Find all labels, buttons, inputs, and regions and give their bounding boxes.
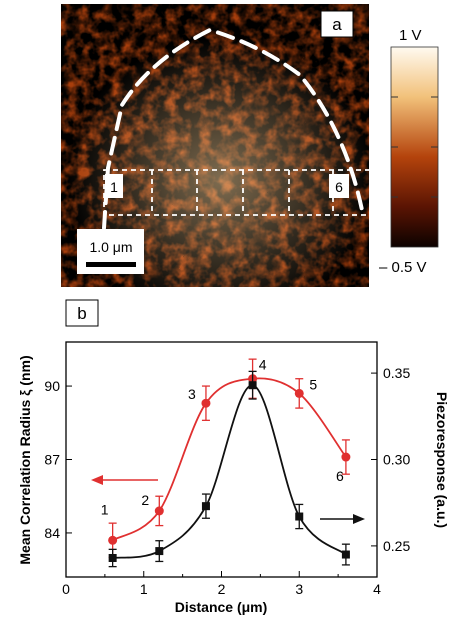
x-ticks: 0 1 2 3 4 xyxy=(62,571,381,597)
colorbar-gradient xyxy=(390,46,439,248)
panel-b-label-group: b xyxy=(65,299,99,327)
data-point-square xyxy=(201,502,210,511)
x-tick-label: 1 xyxy=(140,581,148,597)
region-1-tag xyxy=(105,174,123,198)
region-6-label: 6 xyxy=(335,179,343,195)
region-1-label: 1 xyxy=(110,179,118,195)
data-point-square xyxy=(341,550,350,559)
point-labels: 1 2 3 4 5 6 xyxy=(101,357,344,518)
series-left-line xyxy=(112,377,347,542)
colorbar: 1 V – 0.5 V xyxy=(379,27,439,276)
y-left-tick-label: 87 xyxy=(44,452,60,468)
y-right-tick-label: 0.25 xyxy=(383,538,410,554)
y-ticks-right: 0.25 0.30 0.35 xyxy=(371,365,410,554)
x-tick-label: 2 xyxy=(218,581,226,597)
colorbar-min-label: – 0.5 V xyxy=(379,259,427,276)
data-point-square xyxy=(155,547,164,556)
pfm-image-panel: 1 6 1.0 μm a xyxy=(61,4,371,287)
data-point-square xyxy=(295,512,304,521)
left-axis-arrow xyxy=(91,475,158,485)
scale-bar-label: 1.0 μm xyxy=(89,239,132,255)
point-label: 2 xyxy=(141,492,149,508)
point-label: 6 xyxy=(336,468,344,484)
domain-boundary xyxy=(102,27,364,230)
y-right-tick-label: 0.35 xyxy=(383,365,410,381)
point-label: 3 xyxy=(188,386,196,402)
point-label: 5 xyxy=(309,376,317,392)
panel-b-label: b xyxy=(77,304,86,323)
correlation-chart: 0 1 2 3 4 84 87 90 0.25 0.30 0.35 1 2 3 4 5 6 Distanc… xyxy=(17,341,450,615)
region-6-tag xyxy=(329,174,349,198)
colorbar-max-label: 1 V xyxy=(399,27,422,44)
panel-a-label-box xyxy=(320,10,354,38)
y-axis-left-label: Mean Correlation Radius ξ (nm) xyxy=(17,355,33,564)
y-ticks-left: 84 87 90 xyxy=(44,378,72,541)
x-axis-label: Distance (μm) xyxy=(175,599,268,615)
panel-b-label-box xyxy=(65,299,99,327)
right-axis-arrow xyxy=(320,514,365,524)
y-left-tick-label: 90 xyxy=(44,378,60,394)
y-axis-right-label: Piezoresponse (a.u.) xyxy=(434,392,450,528)
point-label: 1 xyxy=(101,501,109,517)
data-point-circle xyxy=(154,506,164,516)
region-strip xyxy=(103,169,371,216)
data-point-circle xyxy=(201,398,211,408)
data-point-circle xyxy=(294,388,304,398)
x-tick-label: 3 xyxy=(295,581,303,597)
y-right-tick-label: 0.30 xyxy=(383,452,410,468)
data-point-circle xyxy=(341,452,351,462)
data-point-square xyxy=(108,553,117,562)
data-point-circle xyxy=(108,535,118,545)
series-layer xyxy=(108,358,351,568)
series-right-line xyxy=(112,384,347,559)
point-label: 4 xyxy=(259,357,267,373)
data-point-square xyxy=(248,381,257,390)
x-tick-label: 4 xyxy=(373,581,381,597)
panel-a-label: a xyxy=(332,15,342,34)
x-tick-label: 0 xyxy=(62,581,70,597)
y-left-tick-label: 84 xyxy=(44,525,60,541)
scale-bar xyxy=(86,262,136,267)
